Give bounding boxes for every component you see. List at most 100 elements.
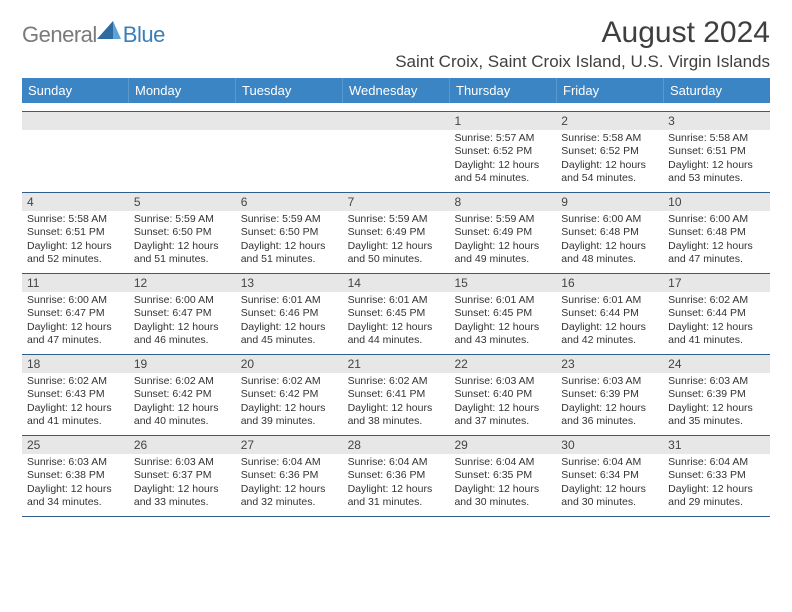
sunset-text: Sunset: 6:35 PM <box>454 469 551 482</box>
day-cell: 7Sunrise: 5:59 AMSunset: 6:49 PMDaylight… <box>343 192 450 273</box>
day-body: Sunrise: 6:01 AMSunset: 6:45 PMDaylight:… <box>343 292 450 354</box>
dow-tuesday: Tuesday <box>236 78 343 103</box>
day-number: 26 <box>129 436 236 454</box>
week-row: 11Sunrise: 6:00 AMSunset: 6:47 PMDayligh… <box>22 273 770 354</box>
day-body <box>22 130 129 192</box>
sunset-text: Sunset: 6:39 PM <box>561 388 658 401</box>
day-number: 22 <box>449 355 556 373</box>
daylight-text: Daylight: 12 hours and 41 minutes. <box>668 321 765 348</box>
day-body: Sunrise: 5:58 AMSunset: 6:51 PMDaylight:… <box>663 130 770 192</box>
day-cell: 29Sunrise: 6:04 AMSunset: 6:35 PMDayligh… <box>449 435 556 516</box>
day-number: 23 <box>556 355 663 373</box>
sunrise-text: Sunrise: 5:59 AM <box>454 213 551 226</box>
sunrise-text: Sunrise: 6:02 AM <box>27 375 124 388</box>
day-cell: 9Sunrise: 6:00 AMSunset: 6:48 PMDaylight… <box>556 192 663 273</box>
sunrise-text: Sunrise: 6:01 AM <box>241 294 338 307</box>
week-row: 1Sunrise: 5:57 AMSunset: 6:52 PMDaylight… <box>22 111 770 192</box>
sunset-text: Sunset: 6:49 PM <box>454 226 551 239</box>
sunrise-text: Sunrise: 6:00 AM <box>134 294 231 307</box>
day-number: 21 <box>343 355 450 373</box>
dow-wednesday: Wednesday <box>343 78 450 103</box>
weeks-container: 1Sunrise: 5:57 AMSunset: 6:52 PMDaylight… <box>22 111 770 516</box>
daylight-text: Daylight: 12 hours and 48 minutes. <box>561 240 658 267</box>
day-number <box>236 112 343 130</box>
daylight-text: Daylight: 12 hours and 34 minutes. <box>27 483 124 510</box>
day-body: Sunrise: 5:59 AMSunset: 6:50 PMDaylight:… <box>129 211 236 273</box>
sunset-text: Sunset: 6:45 PM <box>454 307 551 320</box>
sunset-text: Sunset: 6:49 PM <box>348 226 445 239</box>
day-number: 10 <box>663 193 770 211</box>
daylight-text: Daylight: 12 hours and 52 minutes. <box>27 240 124 267</box>
day-cell: 27Sunrise: 6:04 AMSunset: 6:36 PMDayligh… <box>236 435 343 516</box>
sunrise-text: Sunrise: 6:03 AM <box>27 456 124 469</box>
sunrise-text: Sunrise: 5:58 AM <box>27 213 124 226</box>
day-number: 18 <box>22 355 129 373</box>
logo-text-general: General <box>22 22 97 48</box>
day-body: Sunrise: 6:02 AMSunset: 6:43 PMDaylight:… <box>22 373 129 435</box>
day-body: Sunrise: 6:01 AMSunset: 6:45 PMDaylight:… <box>449 292 556 354</box>
day-body <box>343 130 450 192</box>
daylight-text: Daylight: 12 hours and 44 minutes. <box>348 321 445 348</box>
day-cell: 30Sunrise: 6:04 AMSunset: 6:34 PMDayligh… <box>556 435 663 516</box>
day-cell: 19Sunrise: 6:02 AMSunset: 6:42 PMDayligh… <box>129 354 236 435</box>
daylight-text: Daylight: 12 hours and 30 minutes. <box>561 483 658 510</box>
day-cell: 21Sunrise: 6:02 AMSunset: 6:41 PMDayligh… <box>343 354 450 435</box>
sunrise-text: Sunrise: 6:04 AM <box>454 456 551 469</box>
logo-triangle-icon <box>99 26 121 44</box>
daylight-text: Daylight: 12 hours and 40 minutes. <box>134 402 231 429</box>
day-body <box>129 130 236 192</box>
sunset-text: Sunset: 6:50 PM <box>134 226 231 239</box>
day-number: 24 <box>663 355 770 373</box>
day-body: Sunrise: 6:04 AMSunset: 6:36 PMDaylight:… <box>343 454 450 516</box>
sunrise-text: Sunrise: 6:03 AM <box>454 375 551 388</box>
day-number: 20 <box>236 355 343 373</box>
sunset-text: Sunset: 6:52 PM <box>561 145 658 158</box>
day-cell: 17Sunrise: 6:02 AMSunset: 6:44 PMDayligh… <box>663 273 770 354</box>
day-body: Sunrise: 6:04 AMSunset: 6:33 PMDaylight:… <box>663 454 770 516</box>
sunset-text: Sunset: 6:48 PM <box>668 226 765 239</box>
day-number: 11 <box>22 274 129 292</box>
day-number: 7 <box>343 193 450 211</box>
daylight-text: Daylight: 12 hours and 38 minutes. <box>348 402 445 429</box>
day-cell: 26Sunrise: 6:03 AMSunset: 6:37 PMDayligh… <box>129 435 236 516</box>
day-body: Sunrise: 6:02 AMSunset: 6:41 PMDaylight:… <box>343 373 450 435</box>
day-body: Sunrise: 6:02 AMSunset: 6:42 PMDaylight:… <box>129 373 236 435</box>
sunrise-text: Sunrise: 6:03 AM <box>561 375 658 388</box>
sunset-text: Sunset: 6:46 PM <box>241 307 338 320</box>
daylight-text: Daylight: 12 hours and 39 minutes. <box>241 402 338 429</box>
day-cell: 1Sunrise: 5:57 AMSunset: 6:52 PMDaylight… <box>449 111 556 192</box>
sunset-text: Sunset: 6:51 PM <box>668 145 765 158</box>
day-number: 27 <box>236 436 343 454</box>
sunrise-text: Sunrise: 5:58 AM <box>668 132 765 145</box>
sunset-text: Sunset: 6:44 PM <box>668 307 765 320</box>
day-cell: 24Sunrise: 6:03 AMSunset: 6:39 PMDayligh… <box>663 354 770 435</box>
location-subtitle: Saint Croix, Saint Croix Island, U.S. Vi… <box>395 52 770 72</box>
day-cell: 10Sunrise: 6:00 AMSunset: 6:48 PMDayligh… <box>663 192 770 273</box>
daylight-text: Daylight: 12 hours and 37 minutes. <box>454 402 551 429</box>
day-cell: 4Sunrise: 5:58 AMSunset: 6:51 PMDaylight… <box>22 192 129 273</box>
day-body: Sunrise: 5:57 AMSunset: 6:52 PMDaylight:… <box>449 130 556 192</box>
day-cell: 23Sunrise: 6:03 AMSunset: 6:39 PMDayligh… <box>556 354 663 435</box>
day-number: 30 <box>556 436 663 454</box>
day-cell: 22Sunrise: 6:03 AMSunset: 6:40 PMDayligh… <box>449 354 556 435</box>
day-cell: 25Sunrise: 6:03 AMSunset: 6:38 PMDayligh… <box>22 435 129 516</box>
daylight-text: Daylight: 12 hours and 54 minutes. <box>561 159 658 186</box>
day-cell: 11Sunrise: 6:00 AMSunset: 6:47 PMDayligh… <box>22 273 129 354</box>
dow-thursday: Thursday <box>450 78 557 103</box>
daylight-text: Daylight: 12 hours and 47 minutes. <box>27 321 124 348</box>
daylight-text: Daylight: 12 hours and 33 minutes. <box>134 483 231 510</box>
day-cell: 6Sunrise: 5:59 AMSunset: 6:50 PMDaylight… <box>236 192 343 273</box>
logo: General Blue <box>22 16 165 48</box>
day-number <box>22 112 129 130</box>
sunset-text: Sunset: 6:47 PM <box>27 307 124 320</box>
daylight-text: Daylight: 12 hours and 54 minutes. <box>454 159 551 186</box>
daylight-text: Daylight: 12 hours and 32 minutes. <box>241 483 338 510</box>
sunset-text: Sunset: 6:48 PM <box>561 226 658 239</box>
day-body: Sunrise: 6:00 AMSunset: 6:48 PMDaylight:… <box>663 211 770 273</box>
daylight-text: Daylight: 12 hours and 43 minutes. <box>454 321 551 348</box>
daylight-text: Daylight: 12 hours and 53 minutes. <box>668 159 765 186</box>
day-number <box>343 112 450 130</box>
day-number: 28 <box>343 436 450 454</box>
daylight-text: Daylight: 12 hours and 51 minutes. <box>241 240 338 267</box>
day-number: 29 <box>449 436 556 454</box>
